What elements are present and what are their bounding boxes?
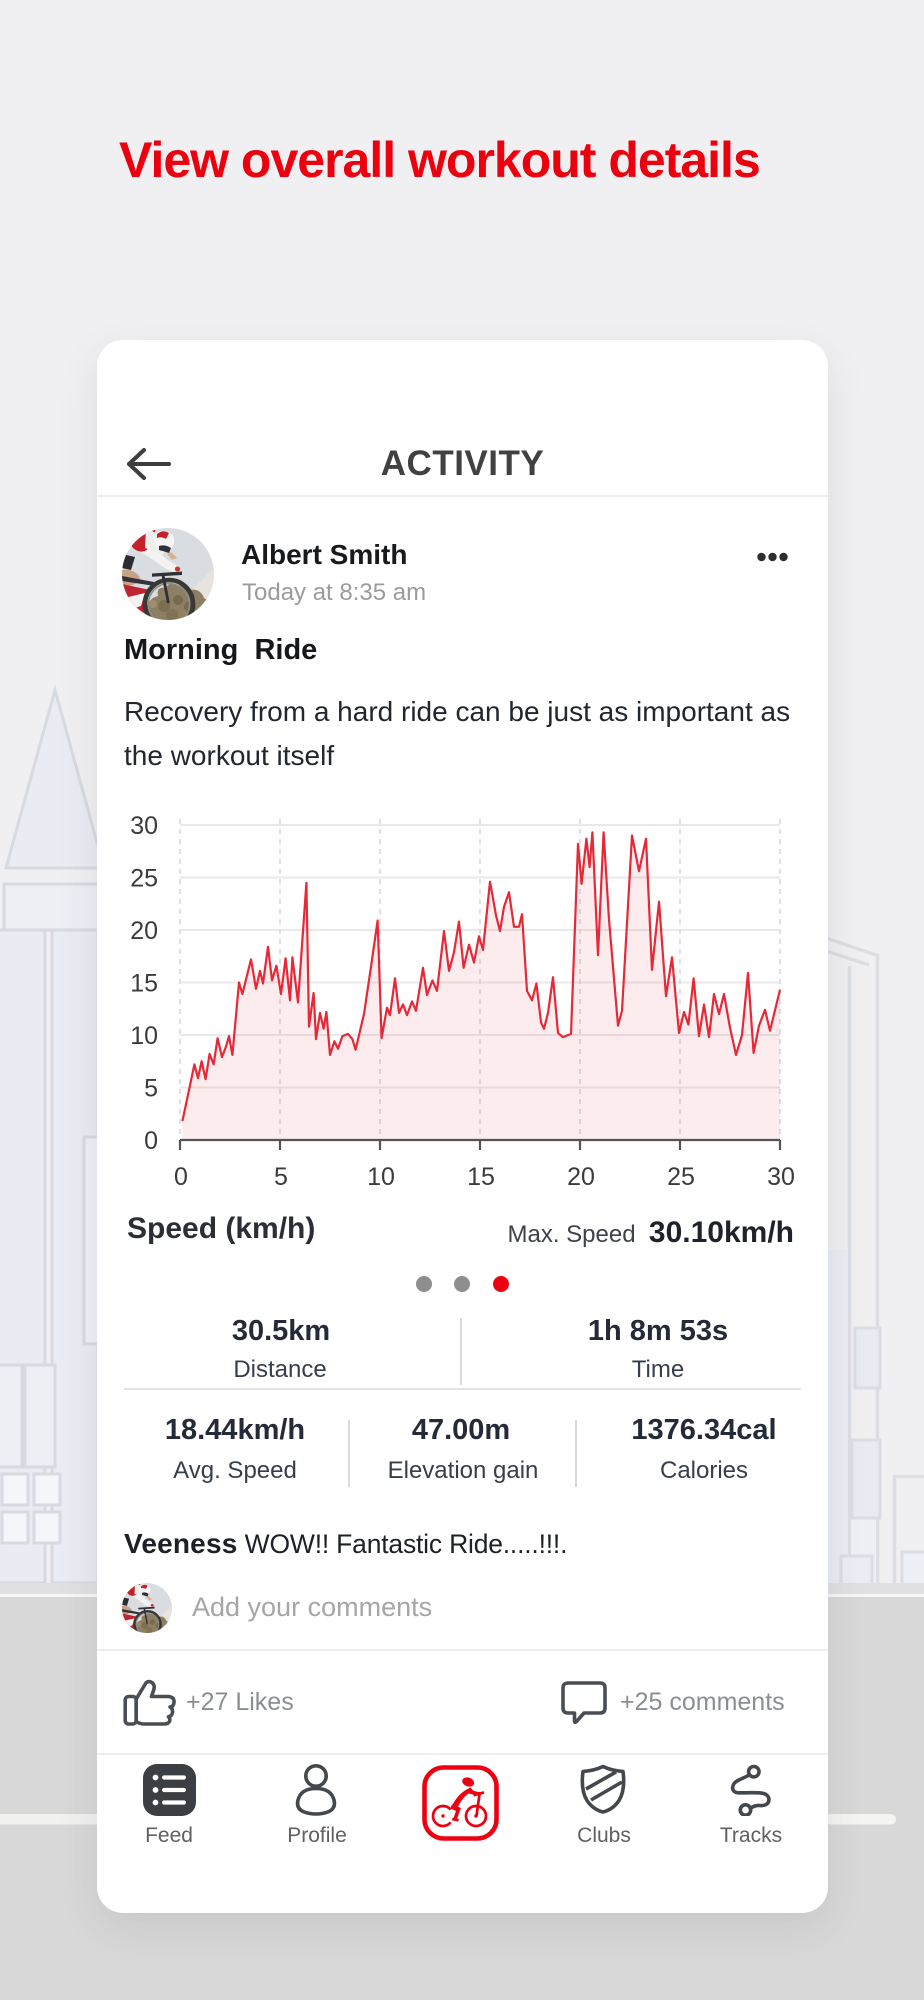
svg-text:15: 15 (130, 970, 158, 998)
svg-text:10: 10 (130, 1022, 158, 1050)
svg-text:30: 30 (130, 812, 158, 840)
svg-text:5: 5 (274, 1163, 288, 1191)
svg-text:15: 15 (467, 1163, 495, 1191)
svg-text:25: 25 (667, 1163, 695, 1191)
svg-text:20: 20 (567, 1163, 595, 1191)
svg-text:25: 25 (130, 865, 158, 893)
svg-text:30: 30 (767, 1163, 795, 1191)
svg-text:20: 20 (130, 917, 158, 945)
svg-text:5: 5 (144, 1075, 158, 1103)
svg-text:10: 10 (367, 1163, 395, 1191)
svg-text:0: 0 (144, 1127, 158, 1155)
svg-text:0: 0 (174, 1163, 188, 1191)
